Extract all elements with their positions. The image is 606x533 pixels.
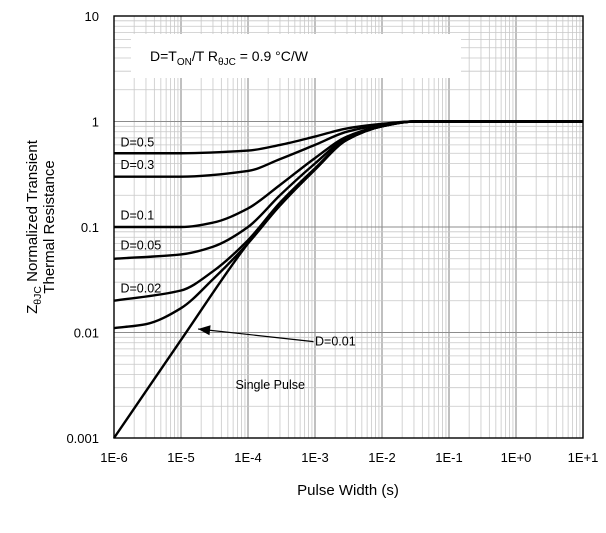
x-tick-label: 1E-5 bbox=[167, 450, 194, 465]
y-axis-label: ZθJC Normalized Transient Thermal Resist… bbox=[24, 139, 58, 314]
x-tick-label: 1E-6 bbox=[100, 450, 127, 465]
curves bbox=[113, 120, 583, 439]
x-tick-label: 1E+1 bbox=[568, 450, 599, 465]
grid bbox=[114, 16, 583, 438]
curve-label: D=0.1 bbox=[120, 208, 154, 222]
y-tick-label: 10 bbox=[85, 9, 99, 24]
curve-label: D=0.02 bbox=[120, 281, 161, 295]
x-tick-label: 1E-3 bbox=[301, 450, 328, 465]
x-axis-label: Pulse Width (s) bbox=[297, 482, 399, 499]
curve-label: D=0.5 bbox=[120, 135, 154, 149]
y-tick-label: 0.001 bbox=[66, 431, 99, 446]
y-tick-label: 0.1 bbox=[81, 220, 99, 235]
svg-text:ZθJC Normalized Transient: ZθJC Normalized Transient bbox=[24, 139, 44, 314]
x-tick-label: 1E-4 bbox=[234, 450, 261, 465]
arrow-head bbox=[198, 325, 211, 336]
curve-label: D=0.05 bbox=[120, 239, 161, 253]
y-tick-label: 0.01 bbox=[74, 326, 99, 341]
arrow-shaft bbox=[198, 328, 314, 343]
x-tick-label: 1E+0 bbox=[501, 450, 532, 465]
x-tick-labels: 1E-6 1E-5 1E-4 1E-3 1E-2 1E-1 1E+0 1E+1 bbox=[100, 450, 598, 465]
svg-text:Thermal Resistance: Thermal Resistance bbox=[41, 160, 58, 293]
annotation-arrow bbox=[198, 325, 314, 343]
x-tick-label: 1E-1 bbox=[435, 450, 462, 465]
curve-label: Single Pulse bbox=[235, 378, 305, 392]
curve-label: D=0.3 bbox=[120, 158, 154, 172]
annotation-box bbox=[131, 34, 461, 78]
series-single-pulse bbox=[113, 120, 583, 439]
curve-label: D=0.01 bbox=[315, 335, 356, 349]
curve-labels: D=0.5 D=0.3 D=0.1 D=0.05 D=0.02 D=0.01 Single … bbox=[120, 135, 355, 392]
y-tick-label: 1 bbox=[92, 115, 99, 130]
plot-frame bbox=[113, 15, 584, 439]
duty-cycle-annotation: D=TON/T RθJC = 0.9 °C/W bbox=[150, 48, 309, 68]
y-tick-labels: 0.001 0.01 0.1 1 10 bbox=[66, 9, 99, 446]
x-tick-label: 1E-2 bbox=[368, 450, 395, 465]
